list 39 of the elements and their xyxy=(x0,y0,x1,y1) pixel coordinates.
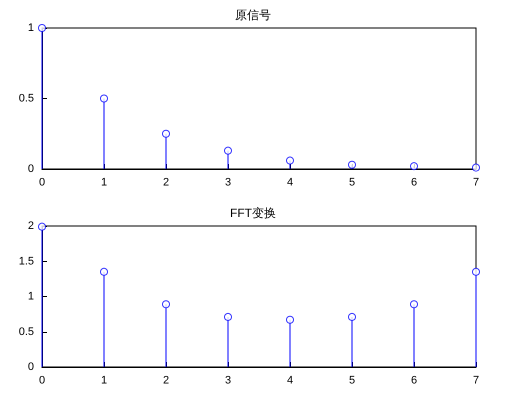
point xyxy=(410,300,418,308)
point xyxy=(224,312,232,321)
y-tick-label: 0 xyxy=(28,361,34,373)
x-tick-label: 5 xyxy=(348,176,356,188)
point xyxy=(286,316,294,324)
point xyxy=(472,268,480,276)
point xyxy=(100,268,108,276)
point xyxy=(348,160,356,169)
y-tick-label: 0.5 xyxy=(18,326,34,338)
chart-title: 原信号 xyxy=(235,8,271,22)
x-tick-label: 7 xyxy=(472,176,480,188)
point xyxy=(162,300,170,308)
x-tick-label: 1 xyxy=(100,176,108,188)
point xyxy=(410,162,418,170)
x-tick-label: 2 xyxy=(162,176,170,188)
x-tick-label: 7 xyxy=(472,374,480,386)
x-tick-label: 3 xyxy=(224,176,232,188)
chart-title: FFT变换 xyxy=(230,206,276,220)
x-tick-label: 4 xyxy=(286,176,294,188)
point xyxy=(224,146,232,155)
y-tick-label: 1 xyxy=(28,22,34,34)
x-tick-label: 1 xyxy=(100,374,108,386)
point xyxy=(162,130,170,138)
x-tick-label: 5 xyxy=(348,374,356,386)
point xyxy=(348,312,356,321)
x-tick-label: 0 xyxy=(38,374,46,386)
x-tick-label: 2 xyxy=(162,374,170,386)
y-tick-label: 1.5 xyxy=(18,255,34,268)
y-tick-label: 0 xyxy=(28,163,34,175)
y-tick-label: 2 xyxy=(28,220,34,232)
x-tick-label: 3 xyxy=(224,374,232,386)
point xyxy=(100,94,108,102)
y-tick-label: 0.5 xyxy=(18,92,34,104)
x-tick-label: 6 xyxy=(410,374,418,386)
x-tick-label: 0 xyxy=(38,176,46,188)
x-tick-label: 4 xyxy=(286,374,294,386)
x-tick-label: 6 xyxy=(410,176,418,188)
y-tick-label: 1 xyxy=(28,290,34,302)
point xyxy=(286,156,294,165)
